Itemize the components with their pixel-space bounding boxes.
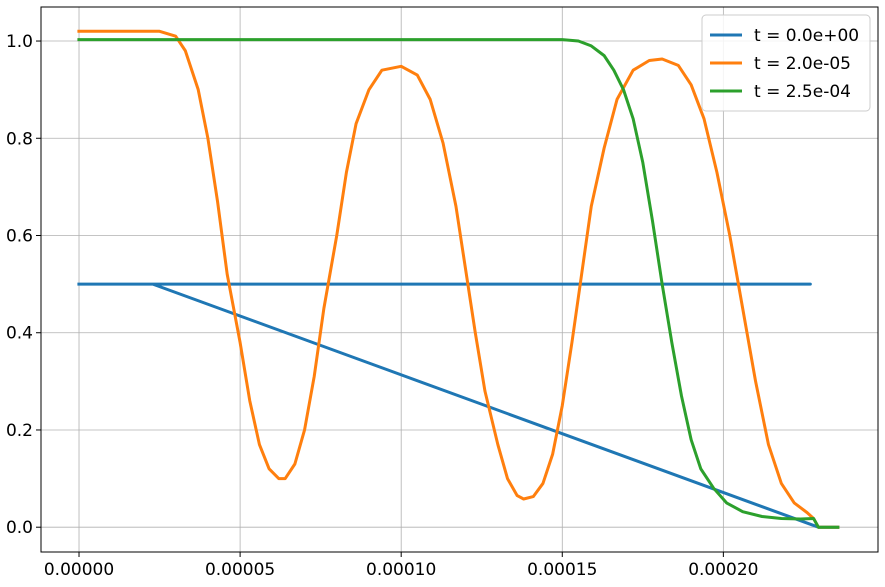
legend: t = 0.0e+00 t = 2.0e-05 t = 2.5e-04 xyxy=(701,14,871,112)
series-line-3 xyxy=(77,38,840,529)
x-tick-label: 0.00005 xyxy=(205,560,275,580)
x-tick-label: 0.00000 xyxy=(44,560,114,580)
legend-label-2: t = 2.0e-05 xyxy=(754,54,851,74)
series-line-2 xyxy=(77,29,840,529)
series-layer xyxy=(77,29,840,529)
legend-label-3: t = 2.5e-04 xyxy=(754,82,851,102)
y-tick-label: 0.6 xyxy=(6,227,33,247)
y-tick-label: 0.4 xyxy=(6,324,33,344)
legend-label-1: t = 0.0e+00 xyxy=(754,26,859,46)
x-tick-label: 0.00020 xyxy=(688,560,758,580)
legend-box xyxy=(701,14,871,112)
y-tick-label: 1.0 xyxy=(6,32,33,52)
series-line-1 xyxy=(77,282,840,529)
y-tick-label: 0.2 xyxy=(6,421,33,441)
x-tick-label: 0.00015 xyxy=(527,560,597,580)
plot-frame xyxy=(40,6,879,553)
y-tick-label: 0.0 xyxy=(6,518,33,538)
axes-layer: 0.00000 0.00005 0.00010 0.00015 0.00020 0.0 0.… xyxy=(6,6,879,580)
x-tick-label: 0.00010 xyxy=(366,560,436,580)
y-tick-label: 0.8 xyxy=(6,129,33,149)
